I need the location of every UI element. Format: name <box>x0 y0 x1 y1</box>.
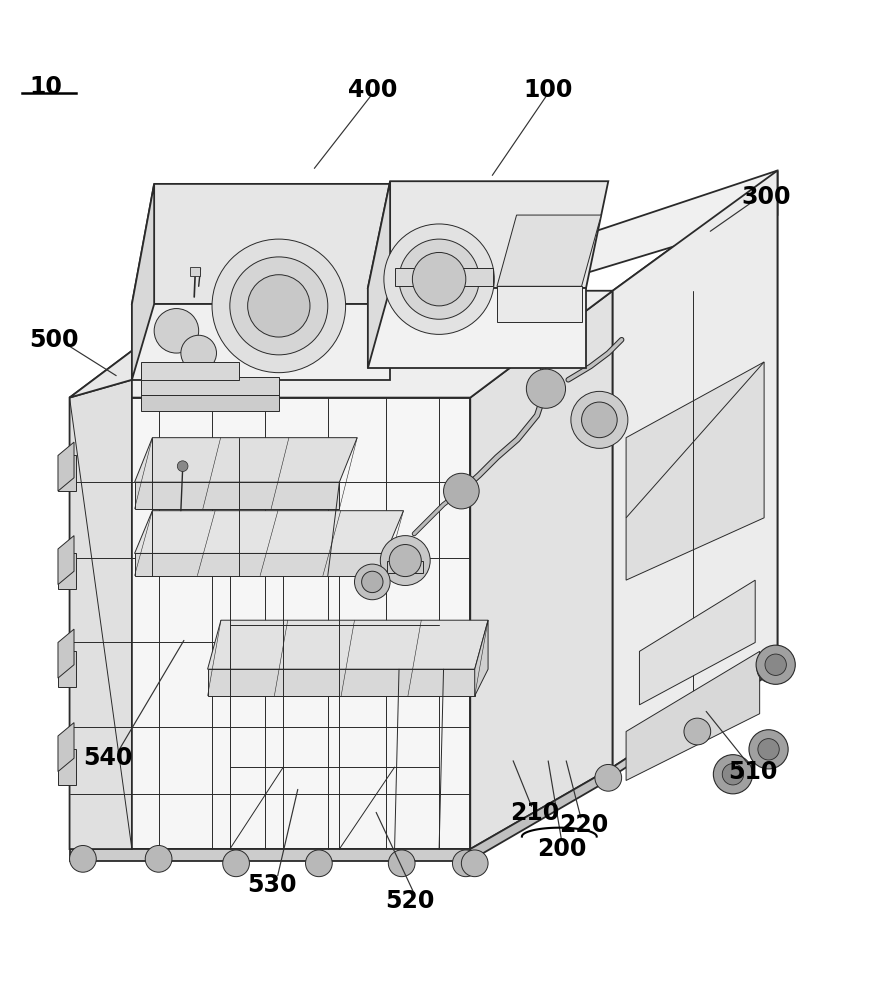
Polygon shape <box>394 268 493 286</box>
Circle shape <box>388 850 415 877</box>
Polygon shape <box>70 380 132 849</box>
Polygon shape <box>141 362 238 380</box>
Circle shape <box>749 730 788 769</box>
Polygon shape <box>208 620 488 669</box>
Circle shape <box>389 545 421 577</box>
Circle shape <box>362 571 383 593</box>
Polygon shape <box>484 171 778 304</box>
Polygon shape <box>141 395 279 411</box>
Circle shape <box>412 252 466 306</box>
Polygon shape <box>626 362 764 580</box>
Circle shape <box>595 764 622 791</box>
Text: 400: 400 <box>349 78 398 102</box>
Text: 220: 220 <box>559 813 608 837</box>
Circle shape <box>145 845 172 872</box>
Polygon shape <box>70 277 252 398</box>
Polygon shape <box>70 849 470 861</box>
Circle shape <box>461 850 488 877</box>
Text: 210: 210 <box>511 801 560 825</box>
Circle shape <box>380 536 430 585</box>
Circle shape <box>452 850 479 877</box>
Polygon shape <box>613 171 778 767</box>
Polygon shape <box>141 377 279 395</box>
Text: 300: 300 <box>742 185 791 209</box>
Polygon shape <box>58 536 74 585</box>
Text: 500: 500 <box>30 328 79 352</box>
Polygon shape <box>368 181 608 288</box>
Polygon shape <box>190 267 201 276</box>
Circle shape <box>306 850 332 877</box>
Polygon shape <box>58 749 76 785</box>
Circle shape <box>70 845 96 872</box>
Circle shape <box>765 654 787 675</box>
Circle shape <box>444 473 479 509</box>
Text: 540: 540 <box>83 746 133 770</box>
Polygon shape <box>134 511 403 553</box>
Polygon shape <box>626 362 764 518</box>
Polygon shape <box>132 184 412 304</box>
Text: 520: 520 <box>385 889 435 913</box>
Circle shape <box>571 391 628 448</box>
Polygon shape <box>387 561 423 573</box>
Polygon shape <box>626 651 760 780</box>
Polygon shape <box>132 304 390 380</box>
Polygon shape <box>58 553 76 589</box>
Polygon shape <box>208 669 475 696</box>
Polygon shape <box>368 181 390 368</box>
Polygon shape <box>613 660 778 776</box>
Polygon shape <box>640 580 755 705</box>
Circle shape <box>399 239 479 319</box>
Polygon shape <box>475 620 488 696</box>
Circle shape <box>756 645 796 684</box>
Circle shape <box>212 239 346 373</box>
Circle shape <box>247 275 310 337</box>
Circle shape <box>355 564 390 600</box>
Polygon shape <box>58 651 76 687</box>
Circle shape <box>713 755 753 794</box>
Circle shape <box>230 257 328 355</box>
Polygon shape <box>70 398 470 849</box>
Text: 100: 100 <box>523 78 573 102</box>
Polygon shape <box>470 291 613 849</box>
Circle shape <box>181 335 217 371</box>
Circle shape <box>582 402 617 438</box>
Polygon shape <box>58 442 74 491</box>
Polygon shape <box>470 767 613 861</box>
Circle shape <box>223 850 249 877</box>
Polygon shape <box>134 438 358 482</box>
Text: 530: 530 <box>247 873 297 897</box>
Polygon shape <box>134 482 340 509</box>
Circle shape <box>526 369 565 408</box>
Circle shape <box>758 739 780 760</box>
Polygon shape <box>58 629 74 678</box>
Text: 510: 510 <box>728 760 778 784</box>
Circle shape <box>383 224 495 334</box>
Circle shape <box>154 309 199 353</box>
Circle shape <box>722 764 744 785</box>
Polygon shape <box>368 288 586 368</box>
Polygon shape <box>70 291 613 398</box>
Polygon shape <box>497 286 582 322</box>
Circle shape <box>177 461 188 472</box>
Text: 10: 10 <box>30 75 63 99</box>
Polygon shape <box>613 171 778 767</box>
Circle shape <box>757 656 784 683</box>
Circle shape <box>684 718 711 745</box>
Polygon shape <box>132 184 154 380</box>
Text: 200: 200 <box>537 837 586 861</box>
Polygon shape <box>58 455 76 491</box>
Polygon shape <box>134 553 385 576</box>
Polygon shape <box>497 215 601 286</box>
Polygon shape <box>58 723 74 772</box>
